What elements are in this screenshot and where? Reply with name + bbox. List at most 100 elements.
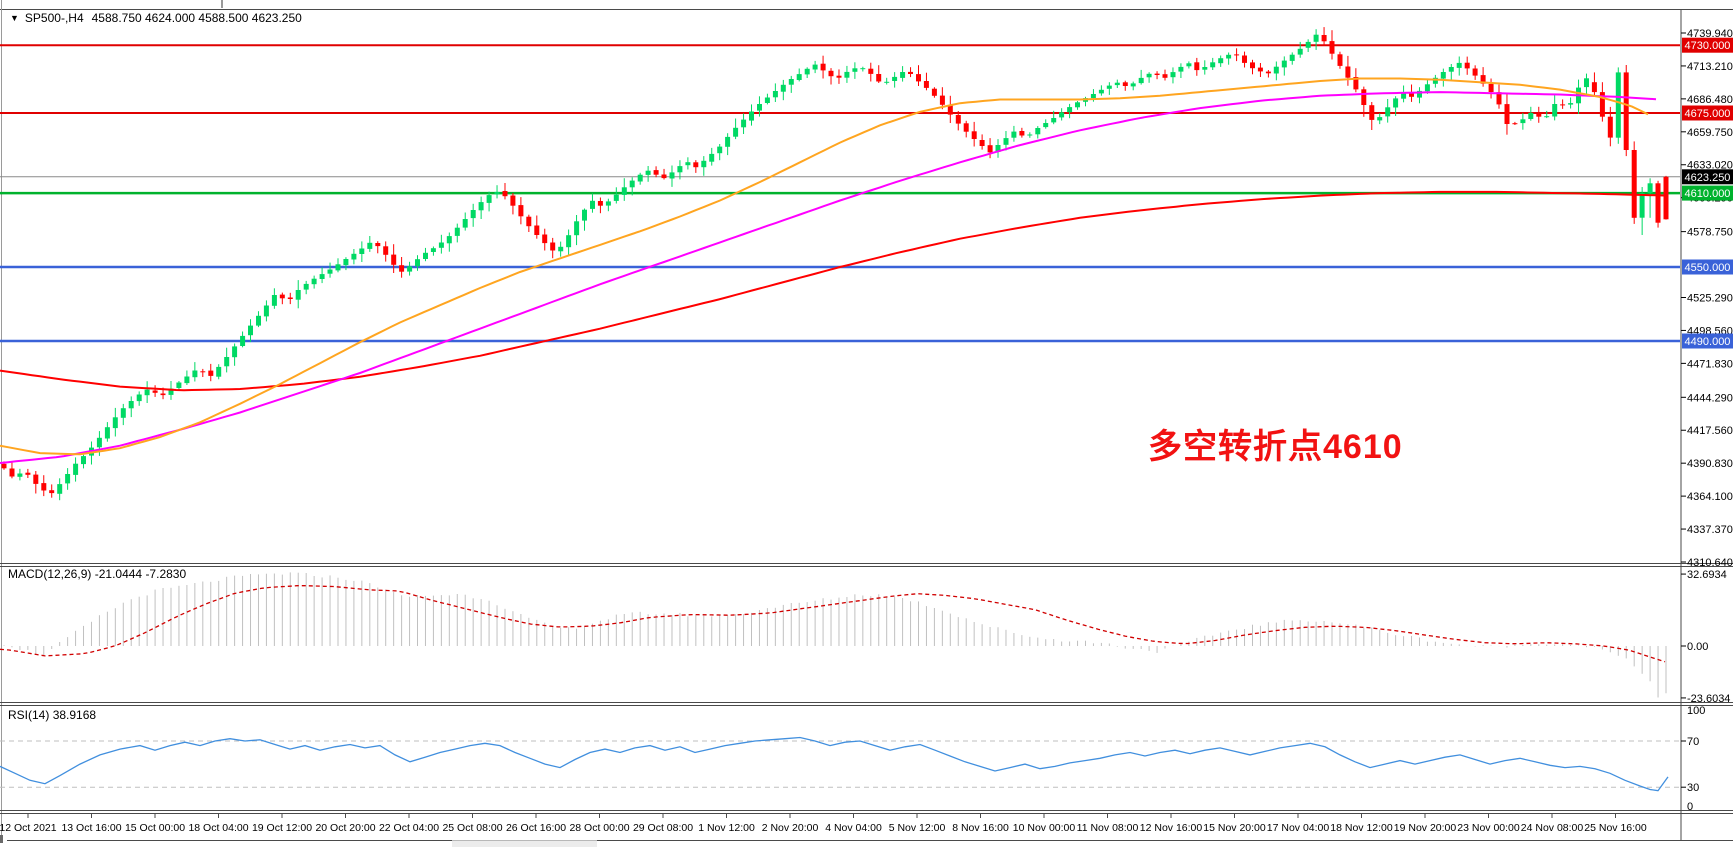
candle-body (1472, 68, 1478, 76)
candle-body (295, 290, 301, 300)
candle-body (168, 388, 174, 395)
candle-body (955, 115, 961, 124)
rsi-name: RSI(14) (8, 708, 50, 722)
macd-main-value: -21.0444 (94, 567, 143, 581)
candle-body (1504, 104, 1510, 124)
candle-body (1035, 128, 1041, 135)
candle-body (1305, 41, 1311, 48)
candle-body (454, 227, 460, 236)
candle-body (963, 123, 969, 132)
candle-body (1234, 54, 1240, 56)
time-axis-label: 12 Nov 16:00 (1140, 822, 1203, 834)
candle-body (1607, 116, 1613, 138)
candle-body (916, 74, 921, 82)
time-axis-label: 29 Oct 08:00 (633, 822, 693, 834)
candle-body (1568, 103, 1574, 105)
candle-body (351, 253, 357, 260)
candle-body (152, 390, 158, 393)
candle-body (1377, 117, 1383, 121)
price-tick-label: 4417.560 (1687, 425, 1733, 437)
candle-body (1353, 77, 1359, 90)
candle-body (208, 370, 214, 376)
scrollbar-track-left[interactable] (7, 840, 452, 847)
candle-body (1257, 67, 1263, 72)
rsi-axis-label: 30 (1687, 782, 1699, 794)
candle-body (629, 180, 635, 188)
candle-body (1440, 72, 1446, 79)
candle-body (49, 490, 55, 494)
candle-body (136, 394, 142, 402)
candle-body (1584, 78, 1589, 88)
candle-body (796, 74, 802, 80)
candle-body (693, 162, 699, 168)
macd-axis-label: 0.00 (1687, 641, 1708, 653)
candle-body (645, 170, 651, 175)
candle-body (335, 264, 341, 271)
candle-body (367, 242, 373, 249)
candle-body (1337, 54, 1343, 66)
candle-body (772, 91, 778, 98)
candle-body (613, 194, 619, 201)
candle-body (17, 473, 23, 477)
candle-body (1210, 62, 1216, 68)
macd-signal-value: -7.2830 (145, 567, 187, 581)
candle-body (741, 119, 747, 128)
candle-body (1043, 123, 1049, 128)
candle-body (478, 202, 484, 211)
candle-body (25, 472, 31, 475)
candle-body (947, 105, 953, 115)
scrollbar-thumb[interactable] (452, 840, 597, 847)
candle-body (494, 191, 500, 195)
candle-body (1488, 84, 1494, 92)
candle-body (391, 254, 397, 265)
time-axis-label: 24 Nov 08:00 (1521, 822, 1584, 834)
time-axis-label: 18 Oct 04:00 (188, 822, 248, 834)
candle-body (287, 297, 293, 299)
price-badge (1682, 185, 1733, 201)
candle-body (884, 81, 890, 83)
time-axis-label: 19 Oct 12:00 (252, 822, 312, 834)
candle-body (128, 401, 134, 409)
price-badge-label: 4610.000 (1685, 188, 1731, 200)
candle-body (1385, 107, 1391, 117)
price-tick-label: 4390.830 (1687, 458, 1733, 470)
candle-body (1560, 104, 1566, 106)
price-badge (1682, 169, 1733, 185)
candle-body (462, 219, 468, 228)
time-axis-label: 8 Nov 16:00 (952, 822, 1009, 834)
candle-body (1369, 105, 1375, 120)
time-axis-label: 12 Oct 2021 (0, 822, 57, 834)
candle-body (160, 393, 166, 396)
candle-body (311, 278, 317, 285)
candle-body (486, 195, 492, 203)
candle-body (1655, 183, 1661, 223)
candle-body (271, 295, 277, 306)
candle-body (1401, 92, 1407, 99)
rsi-panel (0, 736, 1680, 792)
candle-body (1623, 72, 1629, 150)
candle-body (764, 97, 770, 103)
candle-body (939, 95, 945, 105)
candle-body (1536, 113, 1542, 117)
candle-body (232, 346, 238, 358)
symbol-dropdown-icon[interactable]: ▼ (10, 13, 19, 23)
time-axis-label: 18 Nov 12:00 (1330, 822, 1393, 834)
macd-name: MACD(12,26,9) (8, 567, 92, 581)
scrollbar-track-right[interactable] (597, 840, 1733, 847)
price-tick-label: 4578.750 (1687, 227, 1733, 239)
candle-body (1647, 183, 1653, 194)
time-axis-label: 19 Nov 20:00 (1394, 822, 1457, 834)
candle-body (1250, 62, 1255, 69)
time-axis-label: 11 Nov 08:00 (1077, 822, 1139, 834)
candle-body (192, 370, 198, 378)
time-axis-label: 4 Nov 04:00 (825, 822, 882, 834)
price-tick-label: 4471.830 (1687, 358, 1733, 370)
candle-body (1051, 118, 1057, 123)
time-axis-label: 22 Oct 04:00 (379, 822, 439, 834)
candle-body (470, 210, 476, 219)
price-tick-label: 4310.640 (1687, 557, 1733, 569)
candle-body (733, 127, 739, 137)
candle-body (144, 389, 150, 396)
